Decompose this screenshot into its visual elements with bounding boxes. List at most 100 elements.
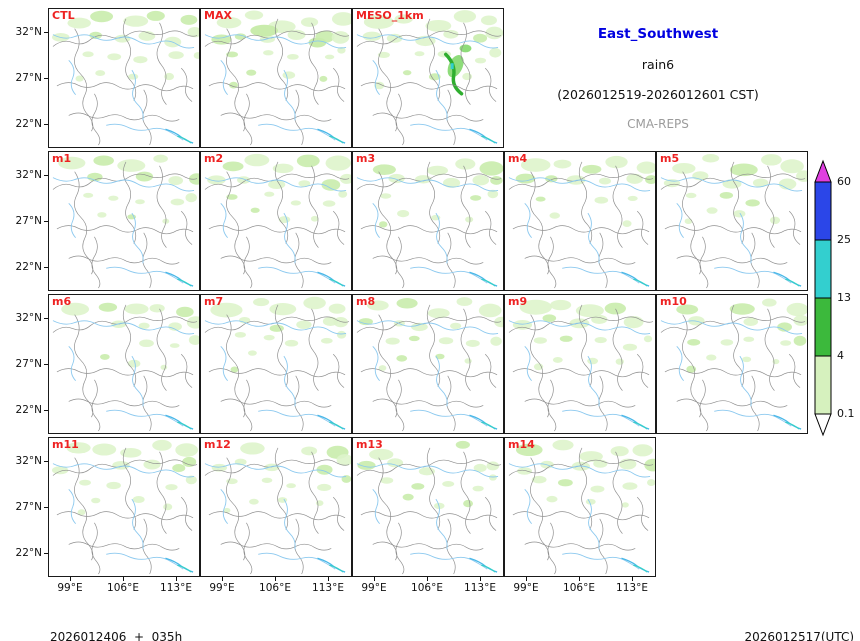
y-tick-label: 27°N <box>15 72 42 84</box>
map-panel-m8: m8 <box>352 294 504 434</box>
y-tick-label: 22°N <box>15 547 42 559</box>
x-tick-label: 99°E <box>57 582 83 594</box>
period-label: (2026012519-2026012601 CST) <box>557 87 759 102</box>
x-tick-label: 106°E <box>411 582 443 594</box>
map-panel-m2: m2 <box>200 151 352 291</box>
panel-label: m4 <box>508 152 528 165</box>
map-panel-m5: m5 <box>656 151 808 291</box>
x-tick-label: 99°E <box>361 582 387 594</box>
x-tick-label: 113°E <box>464 582 496 594</box>
tick-mark <box>44 32 48 33</box>
y-tick-label: 27°N <box>15 215 42 227</box>
map-canvas <box>508 299 654 432</box>
map-panel-m4: m4 <box>504 151 656 291</box>
panel-label: m8 <box>356 295 376 308</box>
x-tick-label: 106°E <box>563 582 595 594</box>
model-label: CMA-REPS <box>627 117 689 131</box>
y-tick-label: 22°N <box>15 118 42 130</box>
map-canvas <box>51 439 199 575</box>
panel-label: m9 <box>508 295 528 308</box>
tick-mark <box>44 221 48 222</box>
panel-label: m14 <box>508 438 535 451</box>
map-canvas <box>204 442 351 575</box>
tick-mark <box>480 577 481 581</box>
tick-mark <box>222 577 223 581</box>
tick-mark <box>526 577 527 581</box>
footer-left: 2026012406 + 035h 2026012414 + 035h <box>50 597 182 641</box>
panel-label: CTL <box>52 9 75 22</box>
tick-mark <box>44 364 48 365</box>
panel-label: MAX <box>204 9 232 22</box>
map-panel-m12: m12 <box>200 437 352 577</box>
map-canvas <box>52 154 199 289</box>
colorbar: 60 25 13 4 0.1 <box>814 158 860 448</box>
map-canvas <box>356 297 503 432</box>
tick-mark <box>44 175 48 176</box>
panel-label: m11 <box>52 438 79 451</box>
tick-mark <box>275 577 276 581</box>
tick-mark <box>44 461 48 462</box>
x-tick-label: 106°E <box>259 582 291 594</box>
map-panel-m1: m1 <box>48 151 200 291</box>
y-tick-label: 27°N <box>15 358 42 370</box>
y-tick-label: 22°N <box>15 404 42 416</box>
panel-label: m3 <box>356 152 376 165</box>
tick-mark <box>123 577 124 581</box>
map-canvas <box>356 158 503 289</box>
tick-mark <box>579 577 580 581</box>
panel-label: m5 <box>660 152 680 165</box>
panel-label: m12 <box>204 438 231 451</box>
colorbar-label: 60 <box>837 175 851 188</box>
valid-time-utc: 2026012517(UTC) <box>744 630 855 641</box>
map-panel-m3: m3 <box>352 151 504 291</box>
region-title: East_Southwest <box>597 26 719 42</box>
map-canvas <box>356 440 502 575</box>
map-canvas <box>660 298 807 432</box>
panel-label: m1 <box>52 152 72 165</box>
panel-label: m6 <box>52 295 72 308</box>
map-canvas <box>51 10 199 146</box>
tick-mark <box>44 124 48 125</box>
panel-label: m7 <box>204 295 224 308</box>
tick-mark <box>70 577 71 581</box>
tick-mark <box>632 577 633 581</box>
map-panel-MESO_1km: MESO_1km <box>352 8 504 148</box>
tick-mark <box>427 577 428 581</box>
tick-mark <box>44 507 48 508</box>
panel-label: m13 <box>356 438 383 451</box>
colorbar-label: 13 <box>837 291 851 304</box>
colorbar-scale <box>814 159 832 437</box>
panel-label: m2 <box>204 152 224 165</box>
init-time-line1: 2026012406 + 035h <box>50 630 183 641</box>
map-canvas <box>660 153 807 289</box>
panel-label: m10 <box>660 295 687 308</box>
colorbar-label: 25 <box>837 233 851 246</box>
tick-mark <box>176 577 177 581</box>
map-canvas <box>204 153 351 289</box>
map-panel-m14: m14 <box>504 437 656 577</box>
map-panel-m11: m11 <box>48 437 200 577</box>
y-tick-label: 32°N <box>15 26 42 38</box>
tick-mark <box>328 577 329 581</box>
map-panel-m7: m7 <box>200 294 352 434</box>
x-tick-label: 113°E <box>616 582 648 594</box>
y-tick-label: 22°N <box>15 261 42 273</box>
map-canvas <box>52 302 199 432</box>
map-panel-m13: m13 <box>352 437 504 577</box>
tick-mark <box>44 553 48 554</box>
map-panel-m9: m9 <box>504 294 656 434</box>
y-tick-label: 32°N <box>15 312 42 324</box>
tick-mark <box>44 78 48 79</box>
tick-mark <box>44 318 48 319</box>
footer-right: 2026012517(UTC) 2026012601(CST) <box>745 597 855 641</box>
y-tick-label: 27°N <box>15 501 42 513</box>
y-tick-label: 32°N <box>15 455 42 467</box>
map-canvas <box>356 10 503 146</box>
x-tick-label: 106°E <box>107 582 139 594</box>
panel-label: MESO_1km <box>356 9 424 22</box>
map-panel-m6: m6 <box>48 294 200 434</box>
map-canvas <box>508 155 655 289</box>
x-tick-label: 99°E <box>513 582 539 594</box>
x-tick-label: 99°E <box>209 582 235 594</box>
